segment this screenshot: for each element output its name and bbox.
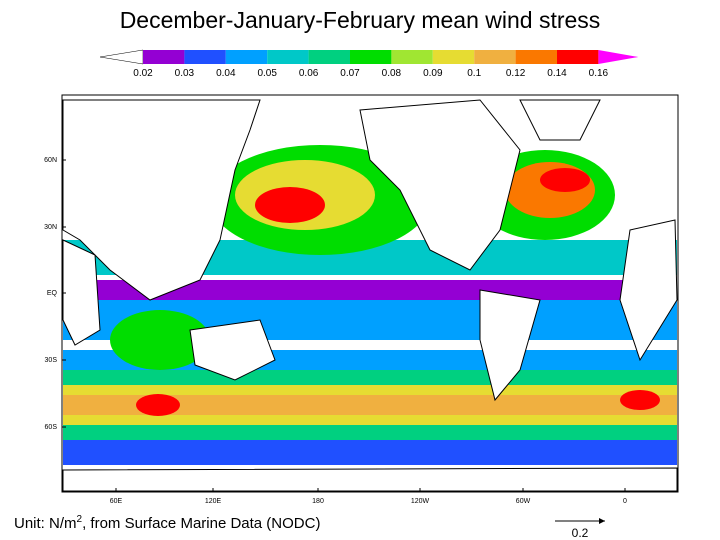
unit-prefix: Unit: N/m	[14, 515, 77, 532]
map: 60N 30N EQ 30S 60S 60E 120E 180 120W 60W 0	[44, 94, 679, 505]
doldrums	[63, 280, 677, 300]
colorbar-over	[598, 50, 639, 64]
colorbar-swatch	[308, 50, 350, 64]
colorbar-swatch	[391, 50, 433, 64]
indian-trades	[110, 310, 210, 370]
lon-label: 180	[312, 498, 324, 505]
colorbar-label: 0.05	[257, 68, 277, 79]
lon-label: 120W	[411, 498, 430, 505]
colorbar-swatch	[267, 50, 309, 64]
africa	[619, 219, 678, 362]
australia	[189, 319, 276, 381]
colorbar-swatch	[184, 50, 226, 64]
lon-label: 60W	[516, 498, 531, 505]
colorbar-swatch	[350, 50, 392, 64]
colorbar-swatch	[557, 50, 599, 64]
north-america	[359, 99, 521, 271]
colorbar: 0.02 0.03 0.04 0.05 0.06 0.07 0.08 0.09 0.1 0.12 0…	[99, 49, 639, 79]
south-america	[479, 289, 541, 402]
southern-band-core	[63, 395, 677, 415]
colorbar-label: 0.12	[506, 68, 526, 79]
antarctica	[62, 467, 678, 492]
colorbar-swatch	[143, 50, 185, 64]
n-atlantic-max	[540, 168, 590, 192]
max	[136, 394, 180, 416]
colorbar-label: 0.1	[467, 68, 481, 79]
lon-label: 120E	[205, 498, 222, 505]
lon-label: 60E	[110, 498, 123, 505]
lat-label: 60S	[45, 424, 58, 431]
colorbar-label: 0.09	[423, 68, 443, 79]
n-pacific-max	[255, 187, 325, 223]
reference-arrowhead	[599, 518, 605, 524]
unit-note: Unit: N/m2, from Surface Marine Data (NO…	[14, 514, 320, 532]
lat-label: 60N	[44, 157, 57, 164]
colorbar-label: 0.08	[382, 68, 402, 79]
colorbar-label: 0.06	[299, 68, 319, 79]
colorbar-label: 0.07	[340, 68, 360, 79]
colorbar-label: 0.16	[589, 68, 609, 79]
lon-label: 0	[623, 498, 627, 505]
n-atlantic	[505, 162, 595, 218]
band	[63, 440, 677, 465]
greenland	[519, 99, 601, 141]
colorbar-swatch	[474, 50, 516, 64]
colorbar-label: 0.02	[133, 68, 153, 79]
colorbar-swatch	[225, 50, 268, 64]
colorbar-label: 0.14	[547, 68, 567, 79]
unit-superscript: 2	[77, 514, 83, 525]
colorbar-swatch	[515, 50, 557, 64]
lat-label: 30S	[45, 357, 58, 364]
title: December-January-February mean wind stre…	[120, 7, 601, 33]
lat-label: EQ	[47, 290, 58, 297]
lat-label: 30N	[44, 224, 57, 231]
colorbar-swatch	[432, 50, 475, 64]
unit-suffix: , from Surface Marine Data (NODC)	[82, 515, 320, 532]
africa	[62, 239, 101, 346]
max	[620, 390, 660, 410]
colorbar-under	[99, 49, 144, 65]
eurasia	[62, 99, 261, 301]
colorbar-label: 0.03	[175, 68, 195, 79]
reference-label: 0.2	[572, 526, 589, 540]
colorbar-label: 0.04	[216, 68, 236, 79]
